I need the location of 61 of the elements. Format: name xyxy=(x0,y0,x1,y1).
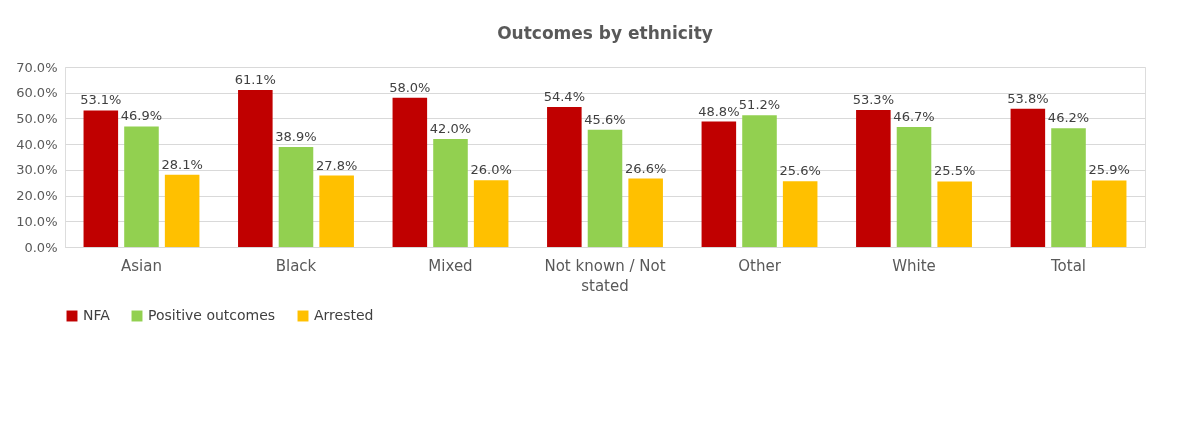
bar xyxy=(547,107,582,247)
bar xyxy=(856,109,891,247)
y-tick-label: 30.0% xyxy=(16,162,58,178)
x-tick-label: Mixed xyxy=(428,257,473,275)
legend-label: Positive outcomes xyxy=(148,307,276,323)
legend-label: Arrested xyxy=(314,307,374,323)
data-label: 53.8% xyxy=(1007,90,1049,106)
x-tick-label: Asian xyxy=(121,257,162,275)
data-label: 26.0% xyxy=(470,162,512,178)
bar xyxy=(238,89,273,247)
data-label: 48.8% xyxy=(698,103,740,119)
data-label: 25.6% xyxy=(779,163,821,179)
bar xyxy=(896,126,932,247)
data-label: 51.2% xyxy=(738,97,781,113)
y-tick-label: 60.0% xyxy=(16,85,58,101)
legend-label: NFA xyxy=(83,307,111,323)
data-label: 46.9% xyxy=(120,108,163,124)
y-tick-label: 0.0% xyxy=(24,239,58,255)
chart-title: Outcomes by ethnicity xyxy=(497,23,713,43)
data-label: 45.6% xyxy=(584,111,626,127)
x-tick-label: Total xyxy=(1050,257,1087,275)
data-label: 61.1% xyxy=(234,71,276,87)
data-label: 53.3% xyxy=(852,91,895,107)
data-label: 53.1% xyxy=(80,92,122,108)
x-tick-label: White xyxy=(892,257,936,275)
data-label: 25.5% xyxy=(934,163,976,179)
data-label: 58.0% xyxy=(389,79,431,95)
bar xyxy=(278,146,314,247)
y-tick-label: 50.0% xyxy=(16,110,58,126)
data-label: 38.9% xyxy=(275,128,317,144)
data-label: 42.0% xyxy=(429,121,472,136)
x-tick-label: Other xyxy=(738,257,782,275)
x-tick-label: Not known / Not stated xyxy=(544,257,666,295)
y-tick-label: 40.0% xyxy=(16,136,58,152)
bar xyxy=(164,174,200,247)
data-label: 54.4% xyxy=(543,89,585,105)
bar xyxy=(782,181,818,247)
bar xyxy=(124,126,159,247)
bar xyxy=(473,180,509,247)
data-label: 46.7% xyxy=(893,108,935,124)
bar xyxy=(701,121,737,247)
data-label: 26.6% xyxy=(625,160,667,176)
data-label: 25.9% xyxy=(1088,162,1130,178)
bar xyxy=(587,129,623,247)
bar xyxy=(319,175,354,247)
data-label: 27.8% xyxy=(315,157,358,173)
bar xyxy=(1010,108,1046,247)
y-tick-label: 70.0% xyxy=(16,59,58,75)
bar xyxy=(392,97,428,247)
bar xyxy=(83,110,119,247)
y-tick-label: 10.0% xyxy=(16,213,58,229)
bar xyxy=(742,115,777,247)
data-label: 28.1% xyxy=(161,156,203,172)
data-label: 46.2% xyxy=(1047,110,1090,126)
y-tick-label: 20.0% xyxy=(16,188,58,204)
bar xyxy=(1091,180,1127,247)
bar xyxy=(628,178,663,247)
bar xyxy=(433,139,468,247)
x-tick-label: Black xyxy=(275,257,317,275)
bar xyxy=(1051,128,1086,247)
bar xyxy=(937,181,972,247)
